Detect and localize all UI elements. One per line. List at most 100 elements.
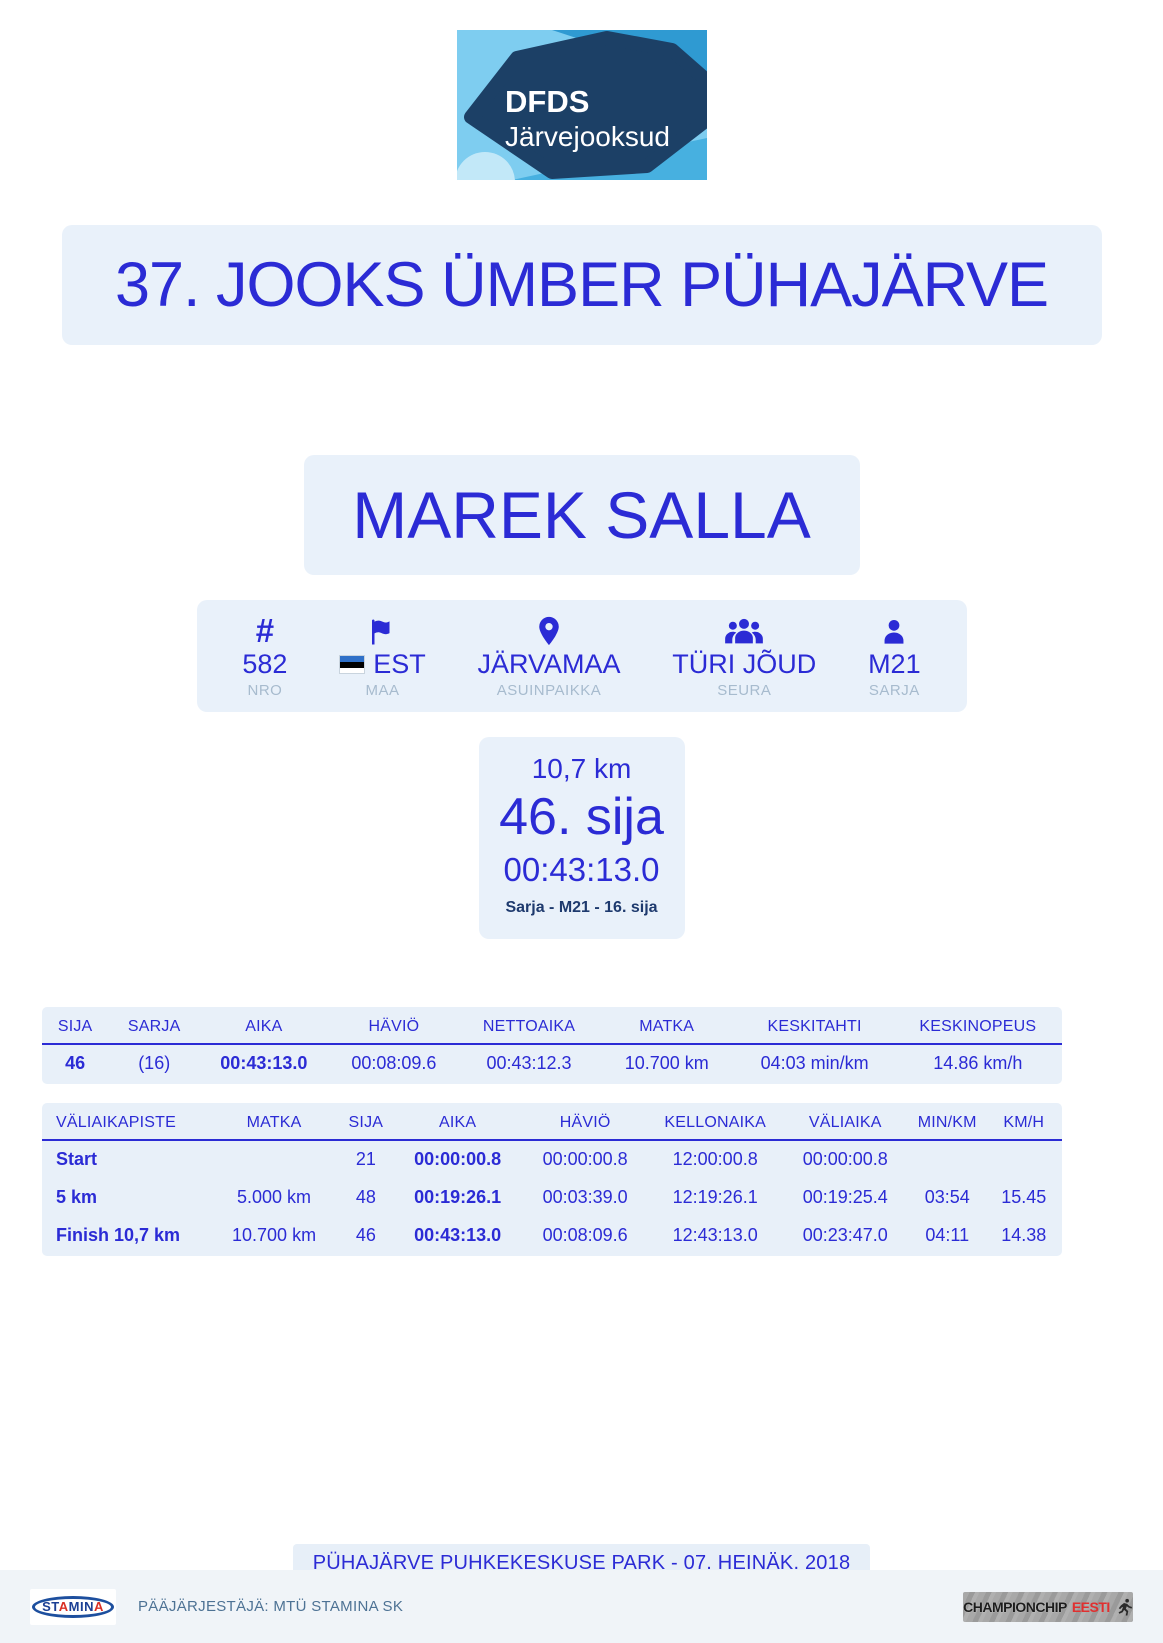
event-logo: DFDS Järvejooksud <box>0 0 1163 180</box>
col-header: AIKA <box>200 1008 328 1045</box>
col-header: KESKINOPEUS <box>893 1008 1062 1045</box>
country-label: MAA <box>365 681 400 699</box>
cell-kellonaika: 12:19:26.1 <box>672 1187 758 1207</box>
col-header: SARJA <box>108 1008 201 1045</box>
cell-sija: 46 <box>65 1053 86 1073</box>
cell-valiaika: 00:19:25.4 <box>802 1187 888 1207</box>
summary-table: SIJA SARJA AIKA HÄVIÖ NETTOAIKA MATKA KE… <box>42 1008 1062 1083</box>
cell-minkm: 04:11 <box>925 1225 970 1245</box>
cell-kellonaika: 12:00:00.8 <box>672 1149 758 1169</box>
cell-valiaika: 00:23:47.0 <box>802 1225 888 1245</box>
col-header: KELLONAIKA <box>648 1104 782 1141</box>
summary-data-row: 46 (16) 00:43:13.0 00:08:09.6 00:43:12.3… <box>42 1044 1062 1083</box>
cell-havio: 00:00:00.8 <box>542 1149 628 1169</box>
cell-sarja: (16) <box>138 1053 171 1073</box>
cell-matka <box>210 1140 338 1179</box>
splits-header-row: VÄLIAIKAPISTE MATKA SIJA AIKA HÄVIÖ KELL… <box>42 1104 1062 1141</box>
summary-header-row: SIJA SARJA AIKA HÄVIÖ NETTOAIKA MATKA KE… <box>42 1008 1062 1045</box>
info-item-club: TÜRI JÕUD SEURA <box>672 613 816 699</box>
col-header: NETTOAIKA <box>460 1008 598 1045</box>
col-header: KESKITAHTI <box>735 1008 894 1045</box>
cell-keskitahti: 04:03 min/km <box>760 1053 869 1073</box>
split-row-finish: Finish 10,7 km 10.700 km 46 00:43:13.0 0… <box>42 1217 1062 1255</box>
cell-kmh: 14.38 <box>1001 1225 1047 1245</box>
splits-table: VÄLIAIKAPISTE MATKA SIJA AIKA HÄVIÖ KELL… <box>42 1104 1062 1255</box>
overall-place: 46. sija <box>499 788 664 846</box>
col-header: VÄLIAIKAPISTE <box>42 1104 211 1141</box>
cell-havio: 00:03:39.0 <box>542 1187 628 1207</box>
championchip-text: CHAMPIONCHIP <box>963 1598 1067 1615</box>
cell-checkpoint: Start <box>56 1149 98 1169</box>
runner-info-panel: # 582 NRO EST MAA <box>196 600 967 712</box>
runner-name-panel: MAREK SALLA <box>303 455 860 575</box>
col-header: VÄLIAIKA <box>781 1104 909 1141</box>
split-row-5km: 5 km 5.000 km 48 00:19:26.1 00:03:39.0 1… <box>42 1179 1062 1217</box>
cell-sija: 46 <box>355 1225 376 1245</box>
stamina-letters: ST <box>42 1598 59 1614</box>
category-label: SARJA <box>868 681 920 699</box>
logo-brand-text: DFDS <box>505 84 589 119</box>
col-header: HÄVIÖ <box>327 1008 461 1045</box>
cell-matka: 10.700 km <box>232 1225 317 1245</box>
info-item-number: # 582 NRO <box>242 613 287 699</box>
info-item-residence: JÄRVAMAA ASUINPAIKKA <box>477 613 621 699</box>
col-header: MIN/KM <box>908 1104 986 1141</box>
cell-aika: 00:43:13.0 <box>220 1053 308 1073</box>
category: M21 <box>868 648 921 679</box>
runner-icon <box>1115 1598 1133 1616</box>
stamina-logo-text: STAMINA <box>32 1595 114 1618</box>
splits-table-panel: VÄLIAIKAPISTE MATKA SIJA AIKA HÄVIÖ KELL… <box>42 1103 1062 1256</box>
cell-valiaika: 00:00:00.8 <box>802 1149 888 1169</box>
users-icon <box>724 617 764 647</box>
cell-havio: 00:08:09.6 <box>542 1225 628 1245</box>
dfds-jarvejooksud-logo: DFDS Järvejooksud <box>456 30 707 180</box>
estonia-flag <box>339 655 366 675</box>
summary-table-panel: SIJA SARJA AIKA HÄVIÖ NETTOAIKA MATKA KE… <box>42 1007 1062 1084</box>
bib-number-label: NRO <box>247 681 283 699</box>
cell-keskinopeus: 14.86 km/h <box>933 1053 1023 1073</box>
info-item-category: M21 SARJA <box>868 613 921 699</box>
logo-event-text: Järvejooksud <box>505 121 670 152</box>
cell-aika: 00:43:13.0 <box>414 1225 502 1245</box>
cell-kellonaika: 12:43:13.0 <box>672 1225 758 1245</box>
split-row-start: Start 21 00:00:00.8 00:00:00.8 12:00:00.… <box>42 1140 1062 1179</box>
club: TÜRI JÕUD <box>672 648 817 679</box>
bib-number: 582 <box>242 648 288 679</box>
cell-kmh: 15.45 <box>1001 1187 1047 1207</box>
stamina-letters: MIN <box>68 1598 94 1614</box>
race-distance: 10,7 km <box>531 753 632 784</box>
race-title-panel: 37. JOOKS ÜMBER PÜHAJÄRVE <box>61 225 1102 345</box>
info-item-country: EST MAA <box>339 613 426 699</box>
finish-time: 00:43:13.0 <box>503 851 660 888</box>
residence: JÄRVAMAA <box>477 648 621 679</box>
stamina-logo: STAMINA <box>30 1588 116 1625</box>
stamina-letter-a: A <box>94 1598 104 1614</box>
cell-checkpoint: Finish 10,7 km <box>56 1225 181 1245</box>
category-place: Sarja - M21 - 16. sija <box>505 899 658 916</box>
col-header: MATKA <box>210 1104 338 1141</box>
runner-name: MAREK SALLA <box>352 478 811 552</box>
hash-icon: # <box>255 611 275 649</box>
col-header: HÄVIÖ <box>521 1104 649 1141</box>
col-header: KM/H <box>985 1104 1062 1141</box>
championchip-region-text: EESTI <box>1071 1598 1110 1615</box>
race-title: 37. JOOKS ÜMBER PÜHAJÄRVE <box>114 250 1049 320</box>
cell-aika: 00:00:00.8 <box>414 1149 502 1169</box>
cell-minkm <box>909 1140 986 1179</box>
location-pin-icon <box>536 615 562 647</box>
col-header: MATKA <box>597 1008 736 1045</box>
col-header: SIJA <box>42 1008 109 1045</box>
residence-label: ASUINPAIKKA <box>496 681 602 699</box>
cell-kmh <box>985 1140 1062 1179</box>
user-icon <box>880 617 908 647</box>
cell-checkpoint: 5 km <box>56 1187 98 1207</box>
cell-matka: 10.700 km <box>624 1053 709 1073</box>
result-panel: 10,7 km 46. sija 00:43:13.0 Sarja - M21 … <box>478 737 685 939</box>
flag-icon <box>367 617 397 647</box>
cell-sija: 48 <box>355 1187 376 1207</box>
col-header: SIJA <box>337 1104 394 1141</box>
footer-bar: STAMINA PÄÄJÄRJESTÄJÄ: MTÜ STAMINA SK CH… <box>0 1570 1163 1643</box>
cell-nettoaika: 00:43:12.3 <box>486 1053 572 1073</box>
club-label: SEURA <box>717 681 772 699</box>
cell-aika: 00:19:26.1 <box>414 1187 502 1207</box>
